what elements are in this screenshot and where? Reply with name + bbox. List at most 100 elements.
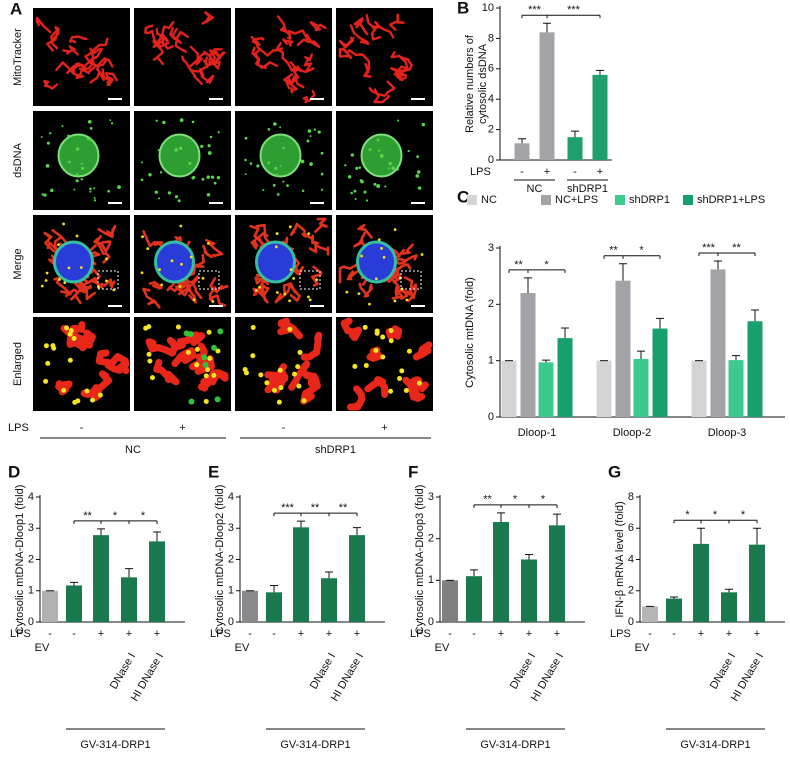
dot bbox=[272, 183, 276, 187]
dot bbox=[287, 326, 293, 332]
dot bbox=[307, 295, 310, 299]
dot bbox=[358, 166, 362, 169]
lps-sign: - bbox=[48, 628, 52, 640]
y-tick-label: 3 bbox=[228, 522, 234, 534]
x-tick-label: DNase I bbox=[708, 651, 738, 691]
dot bbox=[207, 151, 212, 155]
mito bbox=[35, 16, 52, 34]
dot bbox=[421, 122, 426, 127]
mito bbox=[357, 223, 373, 239]
bar bbox=[501, 360, 517, 417]
dot bbox=[250, 353, 256, 359]
mito bbox=[349, 24, 370, 45]
dot bbox=[296, 383, 302, 389]
dot bbox=[89, 126, 93, 130]
dot bbox=[405, 298, 409, 302]
mito bbox=[153, 358, 180, 386]
mito bbox=[253, 49, 279, 69]
y-tick-label: 4 bbox=[228, 491, 234, 503]
bar bbox=[693, 543, 709, 622]
group-label: shDRP1 bbox=[567, 183, 608, 195]
dot bbox=[347, 175, 352, 179]
dot bbox=[160, 283, 164, 287]
dot bbox=[297, 349, 303, 355]
dot bbox=[350, 191, 353, 195]
image-bg bbox=[336, 8, 433, 106]
dot bbox=[170, 259, 174, 263]
dot bbox=[211, 344, 218, 351]
sig-label: *** bbox=[528, 4, 542, 16]
dot bbox=[149, 375, 155, 381]
dot bbox=[200, 144, 204, 149]
error-bar bbox=[561, 327, 569, 339]
panel-label: E bbox=[208, 462, 219, 481]
dot bbox=[68, 328, 74, 334]
sig-label: * bbox=[544, 259, 549, 271]
error-bar bbox=[714, 260, 722, 270]
bar bbox=[633, 358, 649, 417]
mito bbox=[202, 244, 213, 259]
mito bbox=[208, 286, 227, 307]
dot bbox=[68, 160, 71, 164]
dot bbox=[57, 243, 60, 247]
mito bbox=[255, 41, 284, 57]
dot bbox=[274, 166, 278, 170]
dot bbox=[380, 354, 386, 360]
mito bbox=[178, 285, 191, 297]
bar bbox=[293, 527, 309, 622]
dot bbox=[301, 398, 307, 404]
dot bbox=[374, 328, 380, 334]
dot bbox=[46, 141, 50, 145]
dot bbox=[40, 135, 43, 138]
x-tick-label: Dloop-2 bbox=[613, 427, 652, 439]
sig-label: ** bbox=[732, 242, 741, 254]
dot bbox=[403, 388, 409, 394]
dot bbox=[307, 232, 311, 236]
dot bbox=[50, 188, 54, 193]
dot bbox=[357, 292, 361, 296]
mito bbox=[91, 370, 113, 402]
group-label: GV-314-DRP1 bbox=[680, 739, 750, 751]
y-axis-label: Cytosolic mtDNA-Dloop2 (fold) bbox=[214, 485, 226, 635]
lps-sign: + bbox=[698, 628, 704, 640]
mito bbox=[301, 232, 320, 245]
dot bbox=[393, 299, 397, 303]
y-tick-label: 0 bbox=[628, 616, 634, 628]
dot bbox=[279, 126, 282, 129]
mito bbox=[74, 281, 92, 292]
dot bbox=[417, 186, 422, 190]
dot bbox=[407, 149, 410, 153]
zoom-box bbox=[299, 270, 321, 290]
bar bbox=[321, 578, 337, 622]
error-bar bbox=[470, 569, 478, 577]
mito bbox=[289, 222, 310, 238]
dot bbox=[380, 334, 386, 340]
micrograph bbox=[336, 215, 433, 313]
x-tick-label: EV bbox=[435, 642, 450, 654]
y-tick-label: 2 bbox=[628, 585, 634, 597]
dot bbox=[75, 398, 81, 404]
dot bbox=[396, 168, 399, 171]
dot bbox=[180, 262, 183, 266]
dot bbox=[315, 278, 319, 282]
dot bbox=[206, 175, 210, 179]
dot bbox=[205, 367, 211, 373]
lps-sign: + bbox=[98, 628, 104, 640]
dot bbox=[51, 345, 57, 351]
dot bbox=[256, 164, 260, 168]
y-tick-label: 6 bbox=[628, 522, 634, 534]
dot bbox=[62, 222, 66, 226]
dot bbox=[283, 292, 287, 296]
y-tick-label: 0 bbox=[28, 616, 34, 628]
micrograph bbox=[336, 111, 433, 210]
sig-label: ** bbox=[339, 502, 348, 514]
lps-sign: + bbox=[498, 628, 504, 640]
micrograph bbox=[235, 8, 332, 106]
dot bbox=[146, 247, 150, 251]
dot bbox=[350, 153, 354, 157]
dot bbox=[388, 388, 394, 394]
x-tick-label: Dloop-1 bbox=[518, 427, 557, 439]
mito bbox=[152, 35, 174, 50]
panel-label: D bbox=[8, 462, 20, 481]
sig-label: * bbox=[713, 509, 718, 521]
